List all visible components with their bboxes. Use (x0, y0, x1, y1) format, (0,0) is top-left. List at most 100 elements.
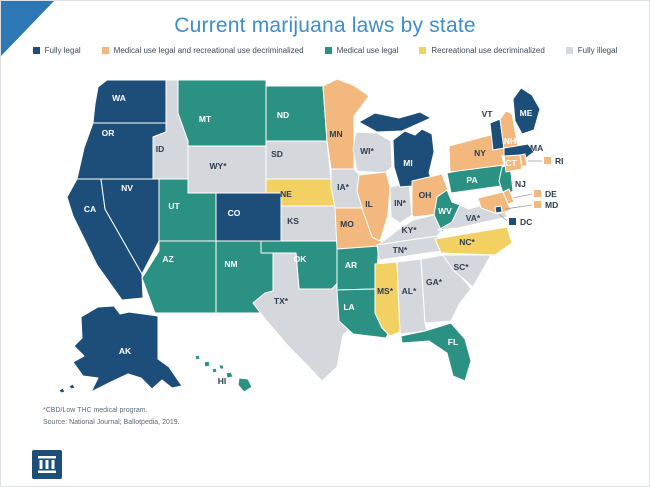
legend-label-decrim: Recreational use decriminalized (431, 46, 545, 55)
state-label-ct: CT (505, 158, 517, 168)
state-label-co: CO (228, 208, 241, 218)
state-label-mn: MN (329, 129, 342, 139)
state-label-wa: WA (112, 93, 126, 103)
state-label-or: OR (102, 128, 115, 138)
state-label-wv: WV (438, 206, 452, 216)
columns-icon (38, 456, 56, 473)
state-dc (494, 205, 503, 214)
state-label-ms: MS* (377, 286, 394, 296)
state-label-nv: NV (121, 183, 133, 193)
callout-de-label: DE (545, 189, 557, 199)
state-nh (499, 110, 519, 150)
footnote-source: Source: National Journal; Ballotpedia, 2… (43, 419, 180, 426)
state-label-me: ME (520, 108, 533, 118)
legend-item-fully_illegal: Fully illegal (565, 46, 618, 55)
state-label-sc: SC* (453, 262, 469, 272)
state-label-ca: CA (84, 204, 96, 214)
legend-swatch-fully_illegal (565, 47, 573, 54)
state-co (215, 192, 282, 242)
state-md (477, 191, 512, 215)
legend: Fully legal Medical use legal and recreat… (1, 46, 649, 55)
state-hi (194, 354, 253, 393)
state-label-wi: WI* (360, 146, 374, 156)
state-label-la: LA (343, 302, 354, 312)
legend-swatch-medical (324, 47, 332, 54)
state-il (356, 171, 391, 242)
state-label-nm: NM (224, 259, 237, 269)
state-nc (434, 226, 513, 256)
callout-de-swatch (534, 190, 541, 197)
state-label-nh: NH (504, 136, 516, 146)
state-ri (519, 153, 528, 168)
state-label-mo: MO (340, 219, 354, 229)
callout-ri-label: RI (555, 156, 564, 166)
state-label-mt: MT (199, 114, 212, 124)
page-title: Current marijuana laws by state (174, 14, 476, 37)
logo (32, 450, 62, 479)
legend-item-fully_legal: Fully legal (32, 46, 81, 55)
state-fl (400, 322, 472, 382)
state-sc (442, 254, 492, 288)
state-label-ok: OK (294, 254, 308, 264)
callout-dc-swatch (509, 218, 516, 225)
legend-swatch-fully_legal (32, 47, 40, 54)
state-label-nc: NC* (459, 237, 475, 247)
state-label-id: ID (156, 144, 165, 154)
legend-label-medical: Medical use legal (336, 46, 399, 55)
state-label-hi: HI (218, 376, 227, 386)
legend-swatch-decrim (419, 47, 427, 54)
state-sd (265, 140, 332, 180)
state-label-mi: MI (403, 158, 412, 168)
legend-label-fully_legal: Fully legal (44, 46, 81, 55)
state-label-il: IL (365, 199, 373, 209)
legend-label-fully_illegal: Fully illegal (577, 46, 618, 55)
state-ar (336, 245, 380, 291)
corner-accent-triangle (1, 1, 54, 56)
state-label-ak: AK (119, 346, 132, 356)
state-label-tn: TN* (393, 245, 408, 255)
state-label-ks: KS (287, 216, 299, 226)
state-label-nj: NJ (515, 179, 526, 189)
state-label-ia: IA* (337, 182, 350, 192)
state-label-ut: UT (168, 201, 180, 211)
state-label-ar: AR (345, 260, 357, 270)
state-label-al: AL* (402, 286, 417, 296)
callout-dc-label: DC (520, 217, 532, 227)
state-label-in: IN* (394, 198, 407, 208)
callout-md-label: MD (545, 200, 558, 210)
state-wy (187, 145, 267, 194)
state-label-ga: GA* (426, 277, 443, 287)
state-label-wy: WY* (210, 161, 228, 171)
state-me (512, 87, 541, 135)
state-label-fl: FL (448, 337, 458, 347)
legend-item-decrim: Recreational use decriminalized (419, 46, 545, 55)
state-label-az: AZ (162, 254, 173, 264)
callout-md-line (504, 204, 533, 210)
callout-md-swatch (534, 201, 541, 208)
state-label-sd: SD (271, 149, 283, 159)
state-mi (358, 111, 435, 188)
legend-item-medical: Medical use legal (324, 46, 399, 55)
state-label-vt: VT (482, 109, 494, 119)
state-wa (92, 79, 167, 124)
state-ma (503, 143, 535, 159)
state-mt (177, 79, 267, 147)
legend-swatch-medical_decrim (101, 47, 109, 54)
state-label-nd: ND (277, 110, 289, 120)
state-label-tx: TX* (274, 296, 289, 306)
state-label-pa: PA (466, 175, 477, 185)
state-ak (58, 305, 183, 394)
state-label-ky: KY* (401, 225, 417, 235)
callout-de-line (512, 193, 533, 199)
legend-item-medical_decrim: Medical use legal and recreational use d… (101, 46, 304, 55)
state-label-ma: MA (530, 143, 543, 153)
callout-dc-line (498, 213, 508, 222)
state-wi (352, 131, 393, 174)
legend-label-medical_decrim: Medical use legal and recreational use d… (113, 46, 304, 55)
state-ct (503, 154, 523, 173)
footnote-cbd: *CBD/Low THC medical program. (43, 407, 148, 414)
state-label-ne: NE (280, 189, 292, 199)
footnotes: *CBD/Low THC medical program. Source: Na… (43, 405, 180, 429)
